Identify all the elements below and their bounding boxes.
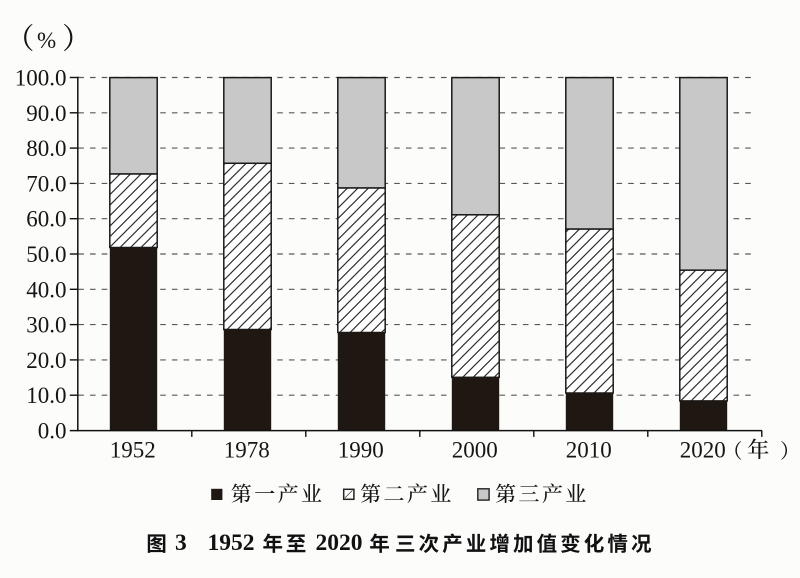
svg-text:0.0: 0.0 [38,419,67,444]
svg-text:100.0: 100.0 [15,66,67,91]
svg-text:80.0: 80.0 [26,136,66,161]
svg-text:10.0: 10.0 [26,383,66,408]
svg-text:1952: 1952 [110,437,156,462]
svg-text:40.0: 40.0 [26,277,66,302]
svg-text:60.0: 60.0 [26,207,66,232]
svg-text:1978: 1978 [224,437,270,462]
svg-text:50.0: 50.0 [26,242,66,267]
svg-text:30.0: 30.0 [26,313,66,338]
svg-text:%: % [37,28,56,53]
svg-text:1990: 1990 [338,437,384,462]
svg-text:1952: 1952 [208,530,255,556]
svg-text:2000: 2000 [452,437,498,462]
svg-text:20.0: 20.0 [26,348,66,373]
svg-text:3: 3 [175,530,187,556]
svg-text:70.0: 70.0 [26,171,66,196]
svg-text:2020: 2020 [316,530,363,556]
svg-text:90.0: 90.0 [26,101,66,126]
svg-text:2020: 2020 [680,437,726,462]
svg-text:2010: 2010 [566,437,612,462]
